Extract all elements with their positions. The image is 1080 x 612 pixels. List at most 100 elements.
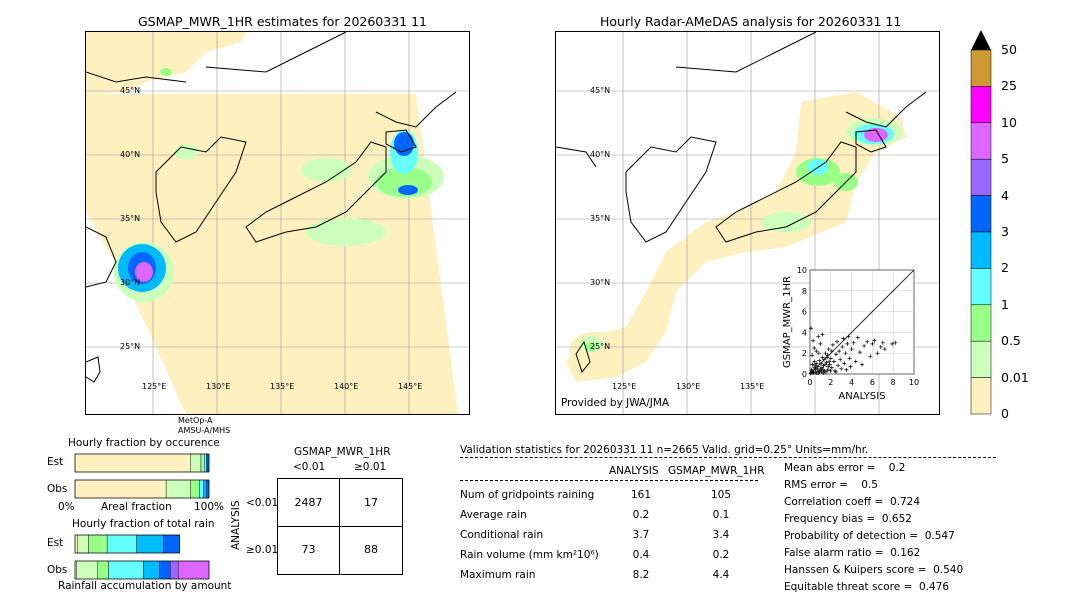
occ-x-100: 100% [194,501,225,513]
left-lat-40: 40°N [120,150,141,159]
score-line: RMS error = 0.5 [784,479,878,491]
fraction-bar-segment [106,534,137,554]
fraction-bar-segment [159,560,171,580]
scatter-point [828,368,833,373]
fraction-bar-segment [200,453,205,473]
table-hline [278,526,402,527]
scatter-point [870,341,875,346]
fraction-bar-segment [97,560,109,580]
scatter-point [810,362,815,367]
colorbar-segment [970,195,992,233]
colorbar-label: 10 [1001,114,1017,130]
scatter-point [828,356,833,361]
fraction-bar-outline [74,479,210,499]
scatter-point [814,349,819,354]
scatter-point [836,363,841,368]
sensor-name: AMSU-A/MHS [178,426,231,435]
colorbar [970,30,992,415]
stat-label: Average rain [460,509,527,521]
fraction-bar-segment [143,560,160,580]
fraction-bar-segment [199,479,204,499]
scatter-point [826,364,831,369]
left-lon-140: 140°E [334,382,359,391]
colorbar-segment [970,268,992,306]
scatter-point [893,340,898,345]
scatter-point [847,356,852,361]
colorbar-label: 2 [1001,260,1009,276]
cell-11: 88 [364,543,378,556]
fraction-bar-segment [74,479,167,499]
scatter-xtick: 4 [849,378,854,387]
scatter-point [816,351,821,356]
stat-analysis-value: 8.2 [632,569,650,581]
occ-xlabel: Areal fraction [101,501,172,513]
scatter-ytick: 0 [802,370,807,379]
fraction-bar-segment [76,560,98,580]
scatter-point [809,367,814,372]
left-lon-130: 130°E [206,382,231,391]
scatter-point [878,344,883,349]
fraction-bar-segment [163,534,180,554]
left-lon-125: 125°E [142,382,167,391]
contingency-row-1: ≥0.01 [246,544,279,556]
scatter-ytick: 6 [802,308,807,317]
score-line: Mean abs error = 0.2 [784,462,906,474]
colorbar-extend-arrow [971,30,991,50]
right-lat-40: 40°N [590,150,611,159]
fraction-bar-segment [190,479,200,499]
scatter-point [835,339,840,344]
occ-obs-label: Obs [47,483,68,495]
scatter-point [837,349,842,354]
scatter-xtick: 0 [807,378,812,387]
scatter-point [844,367,849,372]
left-map: 45°N 40°N 35°N 30°N 25°N 125°E 130°E 135… [85,31,470,415]
stat-label: Conditional rain [460,529,544,541]
right-map-title: Hourly Radar-AMeDAS analysis for 2026033… [600,14,902,29]
scatter-point [824,369,829,374]
score-line: Frequency bias = 0.652 [784,513,912,525]
right-lat-45: 45°N [590,86,611,95]
occ-x-0: 0% [58,501,75,513]
right-lon-135: 135°E [740,382,765,391]
stat-analysis-value: 0.2 [632,509,650,521]
colorbar-label: 50 [1001,42,1017,57]
scatter-point [823,351,828,356]
tr-obs-label: Obs [47,564,68,576]
fraction-bar-segment [177,560,210,580]
scatter-xlabel: ANALYSIS [838,391,885,402]
scatter-point [814,361,819,366]
occurrence-title: Hourly fraction by occurence [68,437,220,449]
left-map-title: GSMAP_MWR_1HR estimates for 20260331 11 [138,14,427,29]
colorbar-label: 0 [1001,406,1009,421]
colorbar-segment [970,231,992,269]
scatter-point [849,347,854,352]
scatter-point [880,340,885,345]
fraction-bar-segment [206,453,208,473]
scatter-point [810,353,815,358]
left-swath-main [86,94,458,414]
stat-label: Num of gridpoints raining [460,489,595,501]
scatter-point [814,370,819,375]
scatter-xtick: 8 [891,378,896,387]
colorbar-segment [970,340,992,378]
scatter-ytick: 10 [797,266,807,275]
contingency-title: GSMAP_MWR_1HR [294,446,391,458]
right-lat-35: 35°N [590,214,611,223]
stat-gsmap-value: 3.4 [712,529,730,541]
scatter-point [827,362,832,367]
fraction-bar-segment [108,560,144,580]
colorbar-label: 5 [1001,151,1009,167]
scatter-point [822,357,827,362]
validation-header: Validation statistics for 20260331 11 n=… [460,444,869,456]
scatter-point [811,338,816,343]
scatter-point [823,362,828,367]
left-map-canvas [86,32,469,414]
scatter-point [817,368,822,373]
colorbar-segment [970,377,992,415]
scatter-point [825,367,830,372]
scatter-point [875,351,880,356]
scatter-point [812,346,817,350]
stat-gsmap-value: 4.4 [712,569,730,581]
scatter-point [839,366,844,371]
contingency-row-0: <0.01 [246,497,279,509]
